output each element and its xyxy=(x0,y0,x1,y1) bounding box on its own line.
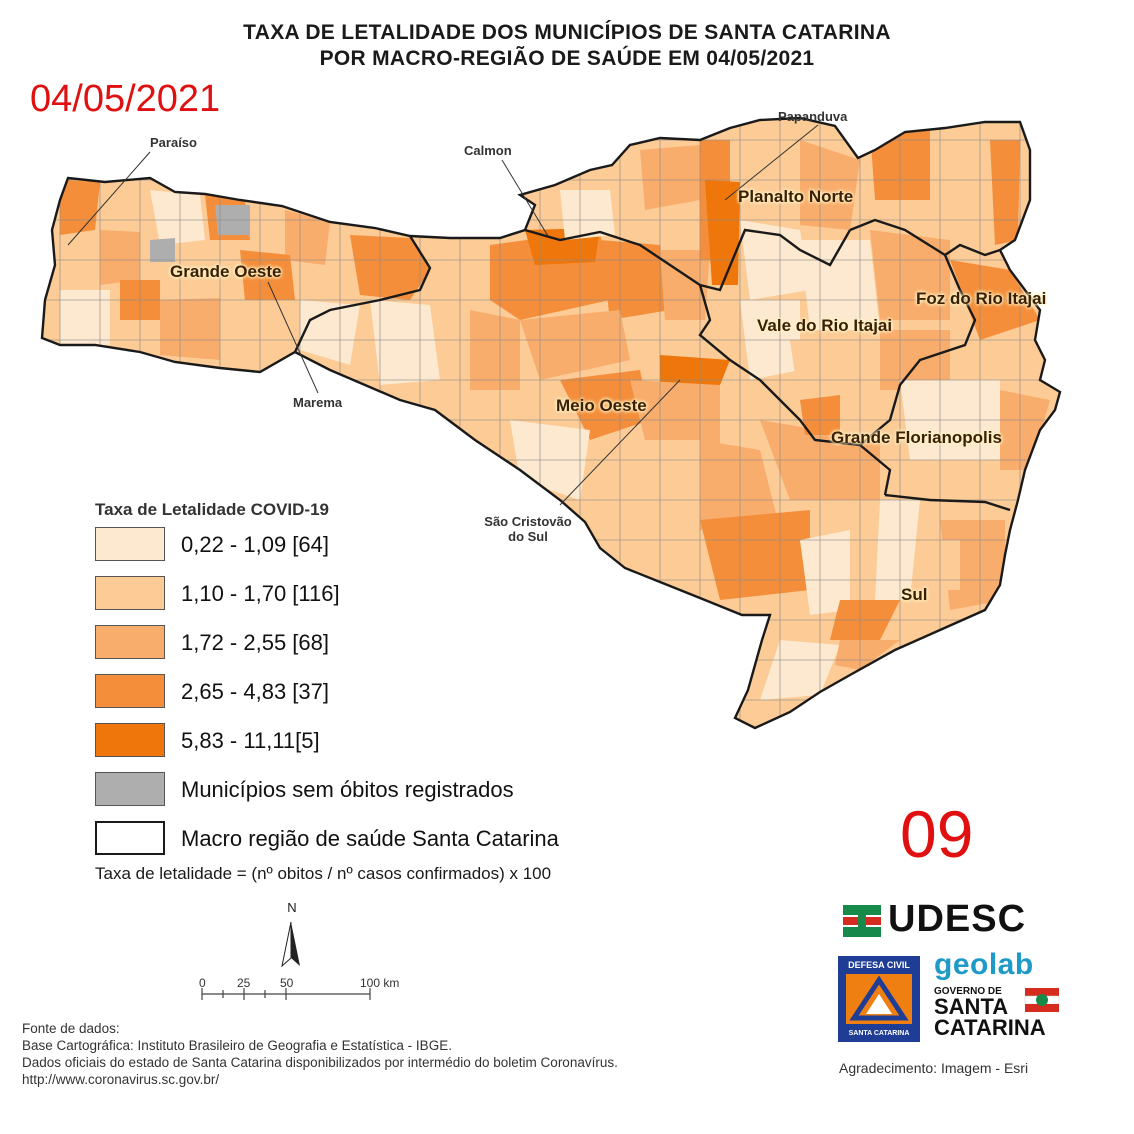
callout-papanduva: Papanduva xyxy=(778,109,848,124)
page-number: 09 xyxy=(900,797,974,871)
callout-sao-cristovao-line2: do Sul xyxy=(508,529,548,544)
north-label: N xyxy=(287,900,297,915)
callout-sao-cristovao-do-sul: São Cristovão do Sul xyxy=(476,514,580,544)
region-label-vale-do-rio-itajai: Vale do Rio Itajai xyxy=(757,316,893,335)
gov-sc-logo-line2: CATARINA xyxy=(934,1015,1046,1040)
date-stamp: 04/05/2021 xyxy=(30,78,221,120)
geolab-logo: geolab xyxy=(934,948,1034,981)
region-label-sul: Sul xyxy=(901,585,928,604)
triangle-emblem-icon xyxy=(849,975,909,1021)
legend-swatch xyxy=(95,674,165,708)
scale-tick-label: 25 xyxy=(237,976,251,990)
scale-tick-label: 50 xyxy=(280,976,294,990)
region-label-grande-florianopolis: Grande Florianopolis xyxy=(831,428,1002,447)
legend-swatch xyxy=(95,625,165,659)
acknowledgement: Agradecimento: Imagem - Esri xyxy=(839,1060,1029,1076)
callout-calmon: Calmon xyxy=(464,143,512,158)
legend-swatch xyxy=(95,527,165,561)
udesc-logo-text: UDESC xyxy=(888,898,1027,940)
legend-label: 2,65 - 4,83 [37] xyxy=(181,679,329,704)
legend-swatch xyxy=(95,576,165,610)
callout-marema: Marema xyxy=(293,395,343,410)
legend-label: 5,83 - 11,11[5] xyxy=(181,728,320,753)
legend-swatch xyxy=(95,723,165,757)
callout-leaders xyxy=(67,124,819,506)
callout-paraiso: Paraíso xyxy=(150,135,197,150)
sources-link: http://www.coronavirus.sc.gov.br/ xyxy=(22,1072,220,1087)
sources-line: Fonte de dados: xyxy=(22,1021,120,1036)
region-label-grande-oeste: Grande Oeste xyxy=(170,262,282,281)
udesc-logo-icon xyxy=(843,905,881,937)
gov-sc-logo-line1: SANTA xyxy=(934,994,1009,1019)
macro-region-borders xyxy=(293,218,1011,512)
legend-label: 1,72 - 2,55 [68] xyxy=(181,630,329,655)
legend-title: Taxa de Letalidade COVID-19 xyxy=(95,500,329,519)
callout-sao-cristovao-line1: São Cristovão xyxy=(484,514,572,529)
defesa-civil-label: DEFESA CIVIL xyxy=(848,960,910,970)
legend-label: 1,10 - 1,70 [116] xyxy=(181,581,340,606)
sources-line: Base Cartográfica: Instituto Brasileiro … xyxy=(22,1038,452,1053)
sources-line: Dados oficiais do estado de Santa Catari… xyxy=(22,1055,618,1070)
legend-label: Macro região de saúde Santa Catarina xyxy=(181,826,559,851)
defesa-civil-emblem xyxy=(846,974,912,1024)
lethality-formula: Taxa de letalidade = (nº obitos / nº cas… xyxy=(95,864,552,883)
santa-catarina-flag-icon xyxy=(1024,988,1060,1012)
scale-tick-label: 100 km xyxy=(360,976,400,990)
region-label-foz-do-rio-itajai: Foz do Rio Itajai xyxy=(916,289,1047,308)
map-title-line2: POR MACRO-REGIÃO DE SAÚDE EM 04/05/2021 xyxy=(319,47,815,70)
scale-tick-label: 0 xyxy=(199,976,206,990)
region-label-planalto-norte: Planalto Norte xyxy=(738,187,854,206)
legend-swatch xyxy=(95,821,165,855)
data-sources: Fonte de dados: Base Cartográfica: Insti… xyxy=(22,1020,618,1088)
legend-swatch xyxy=(95,772,165,806)
north-arrow-icon xyxy=(281,921,300,968)
map-title-line1: TAXA DE LETALIDADE DOS MUNICÍPIOS DE SAN… xyxy=(243,21,891,44)
gov-sc-logo-small: GOVERNO DE xyxy=(934,986,1002,997)
defesa-civil-state-label: SANTA CATARINA xyxy=(848,1030,910,1037)
state-outline xyxy=(40,116,1062,730)
region-label-meio-oeste: Meio Oeste xyxy=(556,396,647,415)
legend-label: 0,22 - 1,09 [64] xyxy=(181,532,329,557)
defesa-civil-logo: DEFESA CIVIL SANTA CATARINA xyxy=(838,956,920,1042)
gov-sc-logo-text: SANTA CATARINA xyxy=(934,994,1046,1040)
scale-bar xyxy=(201,988,371,1000)
legend-label: Municípios sem óbitos registrados xyxy=(181,777,514,802)
